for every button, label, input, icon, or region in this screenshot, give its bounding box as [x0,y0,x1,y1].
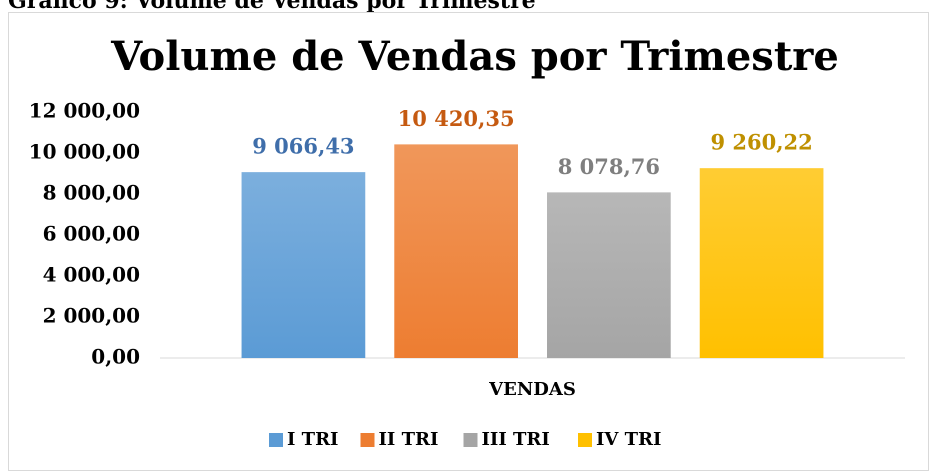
legend-label: III TRI [482,429,550,450]
legend-swatch [269,433,283,447]
legend-swatch [463,433,478,447]
y-tick-label: 4 000,00 [43,263,140,287]
y-tick-label: 2 000,00 [43,304,140,328]
data-label: 8 078,76 [558,154,660,179]
x-tick-label: VENDAS [488,379,576,400]
chart-title: Volume de Vendas por Trimestre [110,33,839,80]
legend-label: I TRI [287,429,338,450]
y-tick-label: 12 000,00 [29,99,140,123]
legend-label: II TRI [379,429,439,450]
y-tick-label: 10 000,00 [29,140,140,164]
bar [699,168,824,358]
legend-swatch [360,433,375,447]
legend-swatch [578,433,592,447]
data-label: 9 260,22 [710,130,812,155]
data-label: 10 420,35 [398,106,515,131]
y-tick-label: 6 000,00 [43,222,140,246]
chart-border [8,12,929,471]
bar [394,144,518,358]
bar [241,172,366,358]
y-tick-label: 0,00 [91,345,140,369]
bar [547,192,671,358]
caption: Gráfico 9: Volume de Vendas por Trimestr… [8,0,536,14]
legend-label: IV TRI [596,429,661,450]
data-label: 9 066,43 [252,134,354,159]
y-tick-label: 8 000,00 [43,181,140,205]
